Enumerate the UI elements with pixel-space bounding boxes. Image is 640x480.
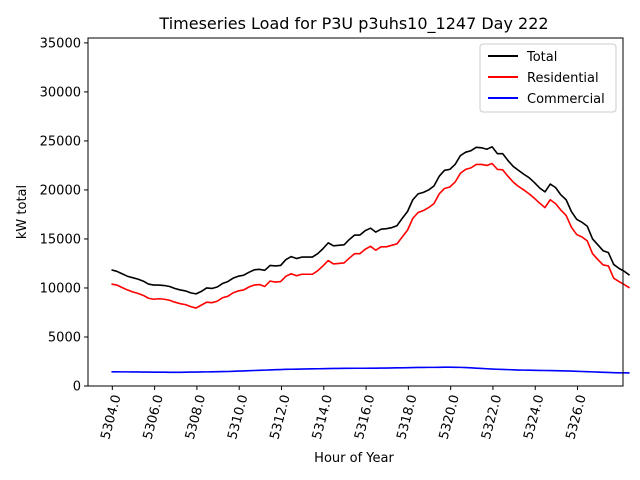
y-tick-label: 0: [73, 380, 81, 395]
legend-box: [479, 43, 617, 113]
y-tick-label: 35000: [40, 36, 81, 51]
y-tick-label: 10000: [40, 281, 81, 296]
y-tick-label: 15000: [40, 232, 81, 247]
y-axis: 0 5000 10000 15000 20000 25000 30000 35000: [40, 36, 88, 395]
y-tick-label: 30000: [40, 85, 81, 100]
legend-label-total: Total: [526, 50, 557, 65]
legend-label-commercial: Commercial: [527, 92, 605, 107]
plot-frame: [87, 37, 624, 387]
chart-title: Timeseries Load for P3U p3uhs10_1247 Day…: [158, 14, 548, 34]
x-axis-label: Hour of Year: [314, 451, 394, 466]
y-tick-label: 25000: [40, 134, 81, 149]
series-line-commercial: [111, 366, 630, 374]
y-tick-label: 5000: [48, 330, 81, 345]
series-line-total: [111, 146, 631, 295]
legend-label-residential: Residential: [527, 71, 599, 86]
y-tick-label: 20000: [40, 183, 81, 198]
legend: Total Residential Commercial: [479, 43, 617, 113]
y-axis-label: kW total: [15, 185, 30, 239]
series-layer: [111, 146, 631, 374]
series-line-residential: [111, 162, 630, 309]
